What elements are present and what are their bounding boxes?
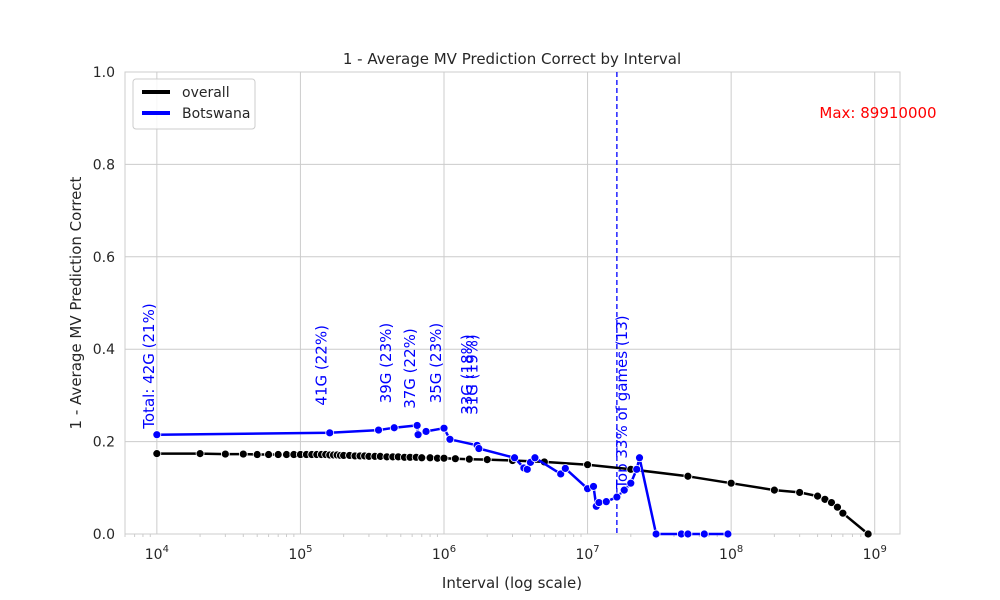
y-tick-label: 0.6: [93, 250, 115, 266]
data-point: [421, 427, 431, 436]
y-tick-label: 0.0: [93, 527, 115, 543]
data-point: [556, 469, 566, 479]
data-point: [374, 425, 383, 435]
data-point: [723, 529, 733, 539]
x-tick-label: 105: [288, 544, 312, 563]
annotation-label: 33G (18%): [458, 334, 476, 415]
data-point: [683, 529, 693, 539]
data-point: [683, 471, 693, 481]
series-lines: [152, 421, 873, 539]
data-point: [827, 498, 836, 507]
max-value-label: Max: 89910000: [819, 104, 936, 122]
y-tick-labels: 0.0 0.2 0.4 0.6 0.8 1.0: [93, 65, 115, 543]
series-botswana: [152, 421, 733, 539]
x-tick-label: 108: [719, 544, 743, 563]
data-point: [238, 449, 248, 459]
data-point: [425, 453, 435, 463]
series-overall: [152, 449, 873, 539]
legend: overall Botswana: [132, 78, 256, 130]
data-point: [594, 498, 604, 507]
x-tick-labels: 104 105 106 107 108 109: [145, 544, 887, 563]
data-point: [252, 450, 262, 459]
data-point: [601, 497, 611, 507]
threshold-line-label: Top 33% of games (13): [613, 315, 631, 489]
data-point: [482, 455, 492, 465]
data-point: [833, 502, 842, 512]
data-point: [530, 453, 540, 463]
y-tick-label: 1.0: [93, 65, 115, 81]
annotation-label: 39G (23%): [377, 323, 395, 404]
x-axis-label: Interval (log scale): [442, 574, 582, 592]
data-point: [412, 421, 422, 430]
data-point: [612, 492, 622, 502]
annotation-label: 31G (19%): [464, 334, 482, 415]
annotation-label: 35G (23%): [427, 323, 445, 404]
data-point: [152, 449, 162, 459]
data-point: [450, 454, 460, 464]
data-point: [195, 449, 205, 459]
annotation-label: 41G (22%): [313, 325, 331, 406]
data-point: [445, 434, 455, 444]
x-tick-label: 109: [863, 544, 887, 563]
x-tick-label: 104: [145, 544, 169, 563]
data-point: [560, 463, 570, 473]
data-point: [726, 478, 736, 488]
y-tick-label: 0.2: [93, 435, 115, 451]
data-point: [464, 454, 474, 464]
data-point: [626, 478, 636, 488]
threshold-line-group: Top 33% of games (13): [613, 72, 631, 534]
legend-label-botswana: Botswana: [182, 106, 250, 122]
data-point: [769, 485, 779, 495]
data-point: [510, 453, 519, 463]
data-point: [651, 529, 661, 539]
data-point: [632, 464, 642, 474]
data-point: [474, 444, 484, 453]
annotation-label: Total: 42G (21%): [140, 303, 158, 429]
data-point: [838, 508, 848, 518]
data-point: [273, 450, 283, 459]
data-point: [152, 430, 162, 440]
data-point: [264, 450, 273, 459]
data-point: [619, 485, 629, 495]
data-point: [635, 453, 644, 463]
data-point: [589, 482, 598, 491]
y-tick-label: 0.4: [93, 342, 115, 358]
data-point: [863, 529, 873, 539]
data-point: [439, 453, 449, 463]
annotation-label: 37G (22%): [401, 328, 419, 409]
data-point: [417, 453, 427, 463]
legend-label-overall: overall: [182, 85, 230, 101]
data-point: [699, 529, 709, 539]
y-tick-label: 0.8: [93, 157, 115, 173]
x-tick-label: 106: [432, 544, 456, 563]
plot-frame: [124, 71, 901, 535]
data-point: [220, 449, 230, 459]
data-point: [413, 430, 423, 440]
data-point: [389, 423, 399, 433]
y-axis-label: 1 - Average MV Prediction Correct: [67, 176, 85, 429]
data-point: [583, 460, 592, 470]
annotations: Total: 42G (21%) 41G (22%) 39G (23%) 37G (2…: [140, 303, 482, 429]
data-point: [439, 423, 449, 433]
data-point: [282, 450, 291, 459]
grid-lines: [124, 71, 900, 537]
chart-title: 1 - Average MV Prediction Correct by Int…: [343, 50, 681, 68]
data-point: [795, 488, 805, 497]
data-point: [325, 428, 335, 438]
data-point: [813, 491, 822, 501]
x-tick-label: 107: [575, 544, 599, 563]
